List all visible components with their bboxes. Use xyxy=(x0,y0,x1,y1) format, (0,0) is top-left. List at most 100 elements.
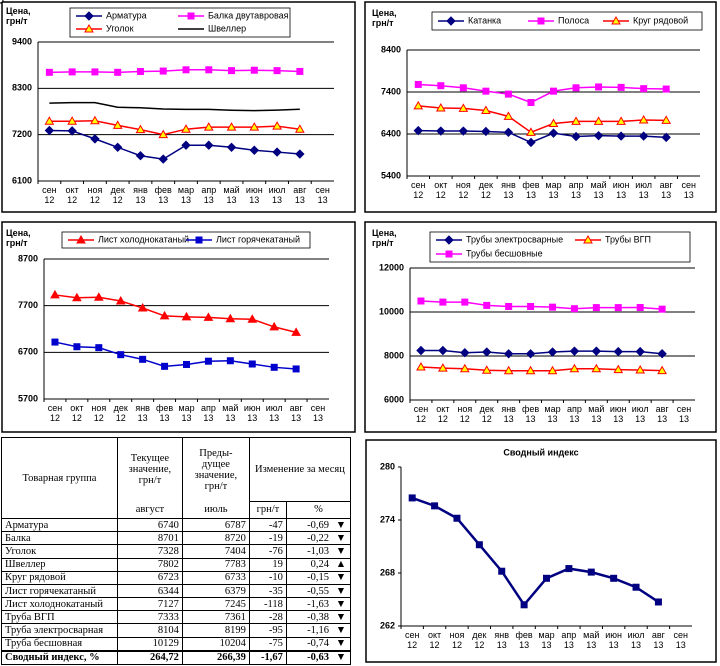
y-tick-label: 6700 xyxy=(18,347,38,357)
marker xyxy=(572,84,580,92)
series-line xyxy=(420,366,663,372)
x-tick-label: июл 13 xyxy=(631,404,649,424)
legend-label: Балка двутавровая xyxy=(208,10,289,20)
table-cell: -35 xyxy=(248,583,287,599)
marker xyxy=(593,116,604,125)
marker xyxy=(550,87,557,95)
table-cell: Лист горячекатаный xyxy=(1,583,118,599)
marker xyxy=(611,15,621,25)
x-tick-label: июл 13 xyxy=(268,185,286,205)
table-cell: 10129 xyxy=(116,636,183,652)
marker xyxy=(570,305,578,313)
x-tick-label: дек 12 xyxy=(110,185,125,205)
legend-label: Швеллер xyxy=(208,23,246,33)
legend-box xyxy=(429,231,691,263)
legend-box xyxy=(431,11,703,31)
series-line xyxy=(411,496,660,607)
marker xyxy=(640,85,648,93)
panel xyxy=(364,1,717,213)
x-tick-label: июн 13 xyxy=(609,404,627,424)
table-cell: Швеллер xyxy=(1,557,118,572)
marker xyxy=(537,17,545,25)
table-cell: ▼ xyxy=(332,623,351,638)
marker xyxy=(183,360,190,368)
marker xyxy=(593,130,604,141)
table-cell: Арматура xyxy=(1,518,118,533)
x-tick-label: сен 13 xyxy=(681,180,696,200)
marker xyxy=(136,67,144,75)
table-cell: 6787 xyxy=(181,518,250,533)
marker xyxy=(139,355,147,363)
marker xyxy=(51,338,59,346)
table-cell: 19 xyxy=(248,557,287,572)
x-tick-label: май 13 xyxy=(588,404,605,424)
y-tick-label: 8000 xyxy=(384,350,404,360)
table-cell: -118 xyxy=(248,597,287,612)
y-axis-label: Цена, грн/т xyxy=(6,228,31,248)
subheader: август xyxy=(116,501,183,520)
marker xyxy=(159,310,170,320)
subheader: июль xyxy=(181,501,250,520)
x-tick-label: мар 13 xyxy=(544,404,561,424)
legend-label: Круг рядовой xyxy=(633,15,688,25)
x-tick-label: май 13 xyxy=(590,180,607,200)
table-row: Швеллер 7802 7783 19 0,24 ▲ xyxy=(1,557,351,572)
marker xyxy=(547,347,558,357)
marker xyxy=(436,126,446,136)
marker xyxy=(617,83,625,91)
y-axis-label: Цена, грн/т xyxy=(372,228,397,248)
marker xyxy=(610,574,618,582)
marker xyxy=(203,122,214,131)
table-cell: 7127 xyxy=(116,597,183,612)
panel xyxy=(365,439,717,663)
table-cell: -1,16 xyxy=(285,623,332,638)
x-tick-label: авг 13 xyxy=(293,185,307,205)
marker xyxy=(249,145,260,155)
table-cell: -0,69 xyxy=(285,518,332,533)
table-cell: 7333 xyxy=(116,610,183,625)
table-row: Балка 8701 8720 -19 -0,22 ▼ xyxy=(1,531,351,546)
x-tick-label: июл 13 xyxy=(635,180,653,200)
marker xyxy=(503,127,514,138)
marker xyxy=(114,68,122,76)
x-tick-label: янв 13 xyxy=(501,180,516,200)
marker xyxy=(135,151,146,161)
x-tick-label: фев 13 xyxy=(521,404,540,424)
marker xyxy=(292,365,300,373)
series-line xyxy=(54,294,297,334)
marker xyxy=(481,105,491,114)
marker xyxy=(226,122,237,131)
table-cell: -0,22 xyxy=(285,531,332,546)
marker xyxy=(613,364,624,374)
x-tick-label: окт 12 xyxy=(70,403,84,423)
y-axis-label: Цена, грн/т xyxy=(372,8,397,28)
marker xyxy=(273,67,281,75)
table-cell: 10204 xyxy=(181,636,250,652)
marker xyxy=(44,116,55,125)
table-cell: -1,63 xyxy=(285,597,332,612)
marker xyxy=(459,84,467,92)
marker xyxy=(45,68,53,76)
table-cell: -1,67 xyxy=(248,649,287,665)
x-tick-label: сен 12 xyxy=(42,185,57,205)
marker xyxy=(204,140,214,150)
marker xyxy=(616,131,626,141)
legend-label: Лист холоднокатаный xyxy=(98,234,189,244)
table-cell: 6379 xyxy=(181,583,250,599)
marker xyxy=(527,99,535,106)
legend-label: Арматура xyxy=(106,10,147,20)
x-tick-label: авг 13 xyxy=(659,180,673,200)
table-cell: -0,15 xyxy=(285,570,332,585)
table-cell: -1,03 xyxy=(285,544,332,559)
marker xyxy=(295,149,305,159)
marker xyxy=(291,327,301,336)
marker xyxy=(565,565,573,573)
marker xyxy=(195,236,203,244)
x-tick-label: сен 12 xyxy=(411,180,426,200)
x-tick-label: янв 13 xyxy=(135,403,150,423)
marker xyxy=(592,304,600,312)
marker xyxy=(135,124,146,134)
marker xyxy=(503,349,514,359)
y-tick-label: 274 xyxy=(380,514,395,524)
y-tick-label: 12000 xyxy=(379,262,404,272)
